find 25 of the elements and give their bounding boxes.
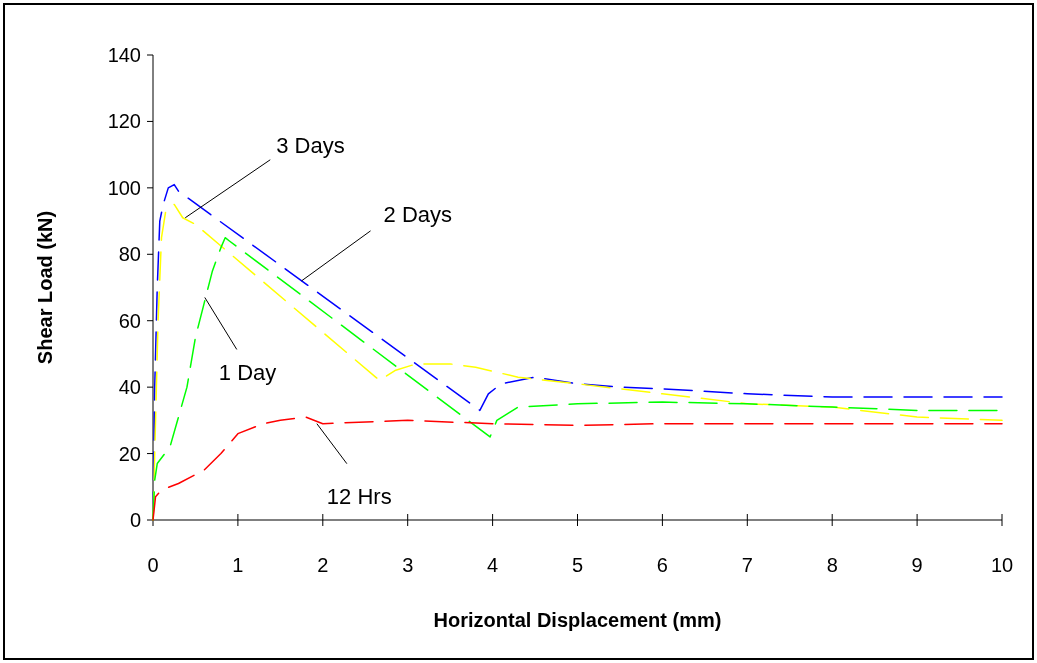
x-tick-label: 8 (826, 554, 838, 576)
x-tick-label: 6 (656, 554, 668, 576)
y-tick-label: 0 (129, 509, 141, 531)
x-tick-label: 1 (232, 554, 244, 576)
y-tick-label: 80 (118, 243, 141, 266)
x-tick-label: 0 (147, 554, 159, 576)
y-tick-label: 120 (107, 110, 141, 133)
y-tick-label: 20 (118, 442, 141, 465)
annotation: 3 Days (276, 132, 345, 158)
x-axis-title: Horizontal Displacement (mm) (433, 609, 722, 631)
y-axis-title: Shear Load (kN) (34, 210, 56, 365)
x-tick-label: 4 (487, 554, 499, 576)
y-tick-label: 140 (107, 44, 141, 66)
x-tick-label: 2 (317, 554, 329, 576)
y-tick-label: 60 (118, 309, 141, 332)
y-tick-label: 100 (107, 176, 141, 199)
x-tick-label: 3 (402, 554, 414, 576)
annotation: 12 Hrs (326, 483, 392, 509)
annotation: 1 Day (218, 360, 277, 386)
x-tick-label: 10 (990, 554, 1014, 576)
x-tick-label: 7 (741, 554, 753, 576)
x-tick-label: 9 (911, 554, 923, 576)
y-tick-label: 40 (118, 376, 141, 399)
annotation: 2 Days (383, 201, 453, 227)
x-tick-label: 5 (571, 554, 584, 576)
